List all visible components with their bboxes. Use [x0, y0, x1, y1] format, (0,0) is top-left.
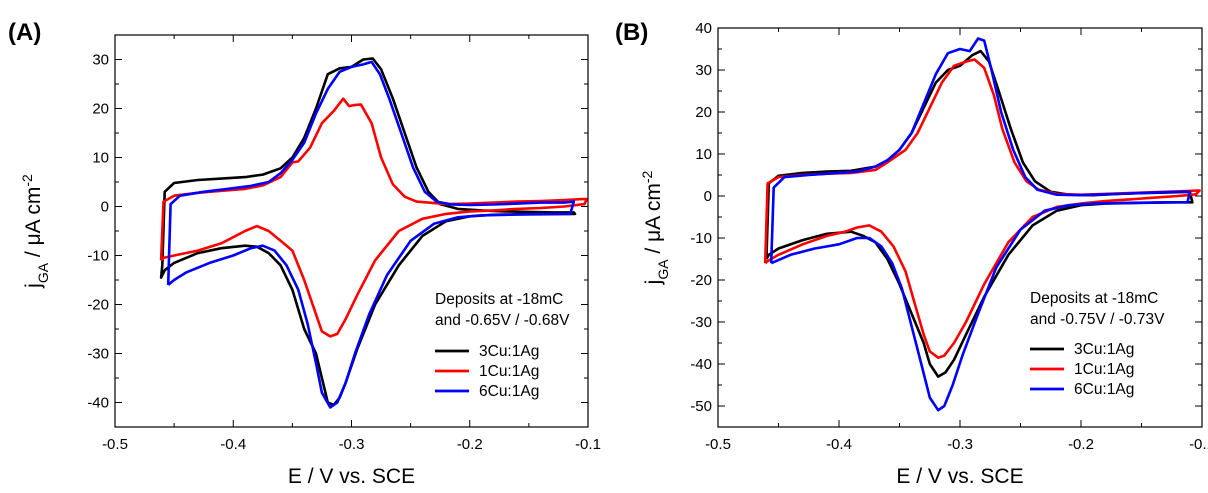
- legend-title-line: Deposits at -18mC: [435, 291, 563, 308]
- x-tick-label: -0.3: [947, 436, 973, 453]
- legend-entry-label: 6Cu:1Ag: [1074, 381, 1134, 398]
- x-tick-label: -0.1: [575, 436, 601, 453]
- legend-entry-label: 3Cu:1Ag: [1074, 341, 1134, 358]
- y-tick-label: -10: [87, 248, 109, 265]
- panel-label: (A): [8, 19, 41, 46]
- y-tick-label: 30: [92, 52, 109, 69]
- panel-b: (B) -0.5 -0.4 -0.3 -0.2 -0.1 -50 -40 -30 -20 -10 0 1…: [615, 19, 1208, 488]
- y-axis-title: jGA / μA cm-2: [639, 170, 671, 285]
- y-tick-label: 20: [695, 104, 712, 121]
- legend-title-line: and -0.75V / -0.73V: [1030, 311, 1165, 328]
- legend-entry-label: 3Cu:1Ag: [479, 343, 539, 360]
- y-tick-label: -10: [690, 230, 712, 247]
- x-tick-label: -0.2: [457, 436, 483, 453]
- x-tick-label: -0.3: [339, 436, 365, 453]
- legend-title-line: and -0.65V / -0.68V: [435, 312, 570, 329]
- legend-entry-label: 6Cu:1Ag: [479, 383, 539, 400]
- panel-a: (A) -0.5 -0.4 -0.3 -0.2 -0.1 -40 -30 -20 -10 0 10 20…: [8, 19, 601, 488]
- x-axis-title: E / V vs. SCE: [896, 465, 1023, 488]
- x-tick-label: -0.5: [705, 436, 731, 453]
- y-axis-title: jGA / μA cm-2: [19, 174, 51, 289]
- x-tick-label: -0.4: [220, 436, 246, 453]
- panel-label: (B): [615, 19, 648, 46]
- y-tick-label: 30: [695, 62, 712, 79]
- legend-entry-label: 1Cu:1Ag: [1074, 361, 1134, 378]
- y-tick-label: -40: [87, 395, 109, 412]
- y-tick-label: -40: [690, 356, 712, 373]
- y-tick-label: -30: [87, 346, 109, 363]
- y-tick-label: 0: [704, 188, 712, 205]
- y-tick-label: -50: [690, 398, 712, 415]
- x-tick-label: -0.4: [826, 436, 852, 453]
- y-tick-label: -30: [690, 314, 712, 331]
- x-tick-label: -0.5: [102, 436, 128, 453]
- x-axis-title: E / V vs. SCE: [288, 465, 415, 488]
- x-tick-label: -0.2: [1068, 436, 1094, 453]
- y-tick-label: -20: [87, 297, 109, 314]
- y-tick-label: 20: [92, 101, 109, 118]
- legend-title-line: Deposits at -18mC: [1030, 290, 1158, 307]
- y-tick-label: 40: [695, 20, 712, 37]
- y-tick-label: 0: [101, 199, 109, 216]
- y-tick-label: 10: [695, 146, 712, 163]
- legend-entry-label: 1Cu:1Ag: [479, 363, 539, 380]
- y-tick-label: 10: [92, 150, 109, 167]
- y-tick-label: -20: [690, 272, 712, 289]
- x-tick-label: -0.1: [1189, 436, 1208, 453]
